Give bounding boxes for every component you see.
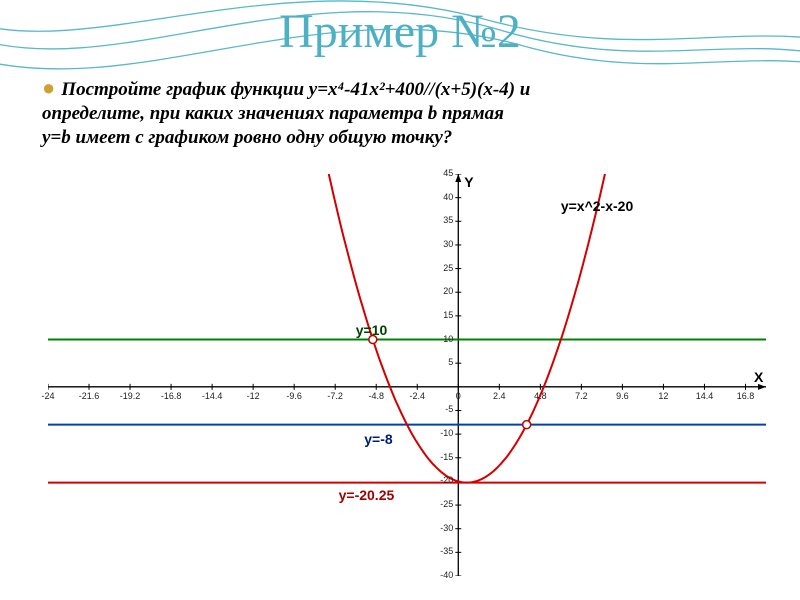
problem-line-1: Постройте график функции y=x⁴-41x²+400//… <box>61 79 530 100</box>
y-tick-label: 35 <box>443 215 453 225</box>
y-tick-label: -10 <box>440 428 453 438</box>
hline-label-y10: y=10 <box>356 322 388 338</box>
y-tick-label: -5 <box>445 404 453 414</box>
y-tick-label: -20 <box>440 475 453 485</box>
x-tick-label: -2.4 <box>409 391 425 401</box>
x-tick-label: -19.2 <box>120 391 141 401</box>
y-tick-label: 15 <box>443 310 453 320</box>
y-tick-label: 40 <box>443 192 453 202</box>
x-tick-label: 16.8 <box>737 391 755 401</box>
y-tick-label: -25 <box>440 499 453 509</box>
y-tick-label: 10 <box>443 334 453 344</box>
y-tick-label: 45 <box>443 168 453 178</box>
hline-label-yminus8: y=-8 <box>364 431 392 447</box>
x-tick-label: 9.6 <box>616 391 629 401</box>
x-tick-label: -24 <box>41 391 54 401</box>
y-axis-label: Y <box>464 174 473 190</box>
x-tick-label: 0 <box>456 391 461 401</box>
hline-label-yminus2025: y=-20.25 <box>339 487 395 503</box>
x-tick-label: -7.2 <box>327 391 343 401</box>
problem-line-3: y=b имеет с графиком ровно одну общую то… <box>42 127 452 148</box>
y-tick-label: -15 <box>440 452 453 462</box>
x-tick-label: -12 <box>247 391 260 401</box>
function-graph: -24-21.6-19.2-16.8-14.4-12-9.6-7.2-4.8-2… <box>48 174 766 576</box>
y-tick-label: -30 <box>440 523 453 533</box>
removable-discontinuity-point <box>523 421 531 429</box>
x-tick-label: -16.8 <box>161 391 182 401</box>
parabola-formula-label: y=x^2-x-20 <box>561 198 633 214</box>
y-tick-label: 5 <box>448 357 453 367</box>
x-tick-label: 7.2 <box>575 391 588 401</box>
x-tick-label: 2.4 <box>493 391 506 401</box>
slide-title: Пример №2 <box>0 4 800 59</box>
x-tick-label: 12 <box>658 391 668 401</box>
x-tick-label: -14.4 <box>202 391 223 401</box>
problem-statement: ● Постройте график функции y=x⁴-41x²+400/… <box>42 74 758 149</box>
x-tick-label: -21.6 <box>79 391 100 401</box>
y-tick-label: 20 <box>443 286 453 296</box>
x-tick-label: 4.8 <box>534 391 547 401</box>
x-tick-label: 14.4 <box>696 391 714 401</box>
y-tick-label: -35 <box>440 546 453 556</box>
y-tick-label: -40 <box>440 570 453 580</box>
x-axis-label: X <box>754 369 763 385</box>
y-tick-label: 30 <box>443 239 453 249</box>
chart-svg <box>48 174 766 576</box>
x-tick-label: -9.6 <box>286 391 302 401</box>
problem-line-2: определите, при каких значениях параметр… <box>42 103 504 124</box>
bullet-icon: ● <box>42 75 55 100</box>
x-tick-label: -4.8 <box>368 391 384 401</box>
y-tick-label: 25 <box>443 263 453 273</box>
